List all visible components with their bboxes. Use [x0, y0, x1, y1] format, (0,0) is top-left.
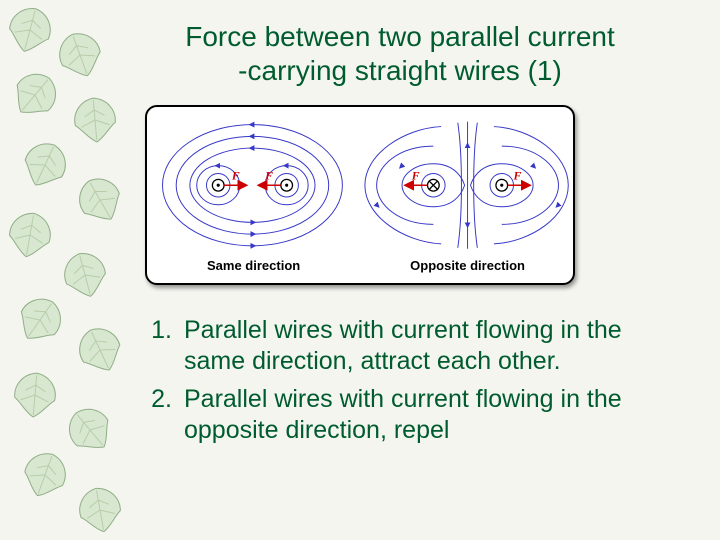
body-list: 1. Parallel wires with current flowing i…: [20, 285, 700, 446]
list-item: 2. Parallel wires with current flowing i…: [150, 384, 640, 447]
force-label-3: F: [411, 170, 420, 183]
field-diagram: F F: [145, 105, 575, 285]
list-num-2: 2.: [150, 384, 184, 447]
same-direction-field: F F: [162, 125, 342, 246]
list-item: 1. Parallel wires with current flowing i…: [150, 315, 640, 378]
caption-same-direction: Same direction: [207, 258, 300, 273]
force-label-4: F: [513, 170, 522, 183]
opposite-direction-field: F F: [365, 122, 568, 249]
list-num-1: 1.: [150, 315, 184, 378]
list-text-1: Parallel wires with current flowing in t…: [184, 315, 640, 378]
caption-opposite-direction: Opposite direction: [410, 258, 525, 273]
page-title: Force between two parallel current -carr…: [20, 10, 700, 105]
diagram-svg: F F: [147, 107, 573, 283]
force-label-2: F: [264, 170, 273, 183]
title-line2: -carrying straight wires (1): [238, 55, 562, 86]
title-line1: Force between two parallel current: [185, 21, 615, 52]
list-text-2: Parallel wires with current flowing in t…: [184, 384, 640, 447]
force-label-1: F: [231, 170, 240, 183]
